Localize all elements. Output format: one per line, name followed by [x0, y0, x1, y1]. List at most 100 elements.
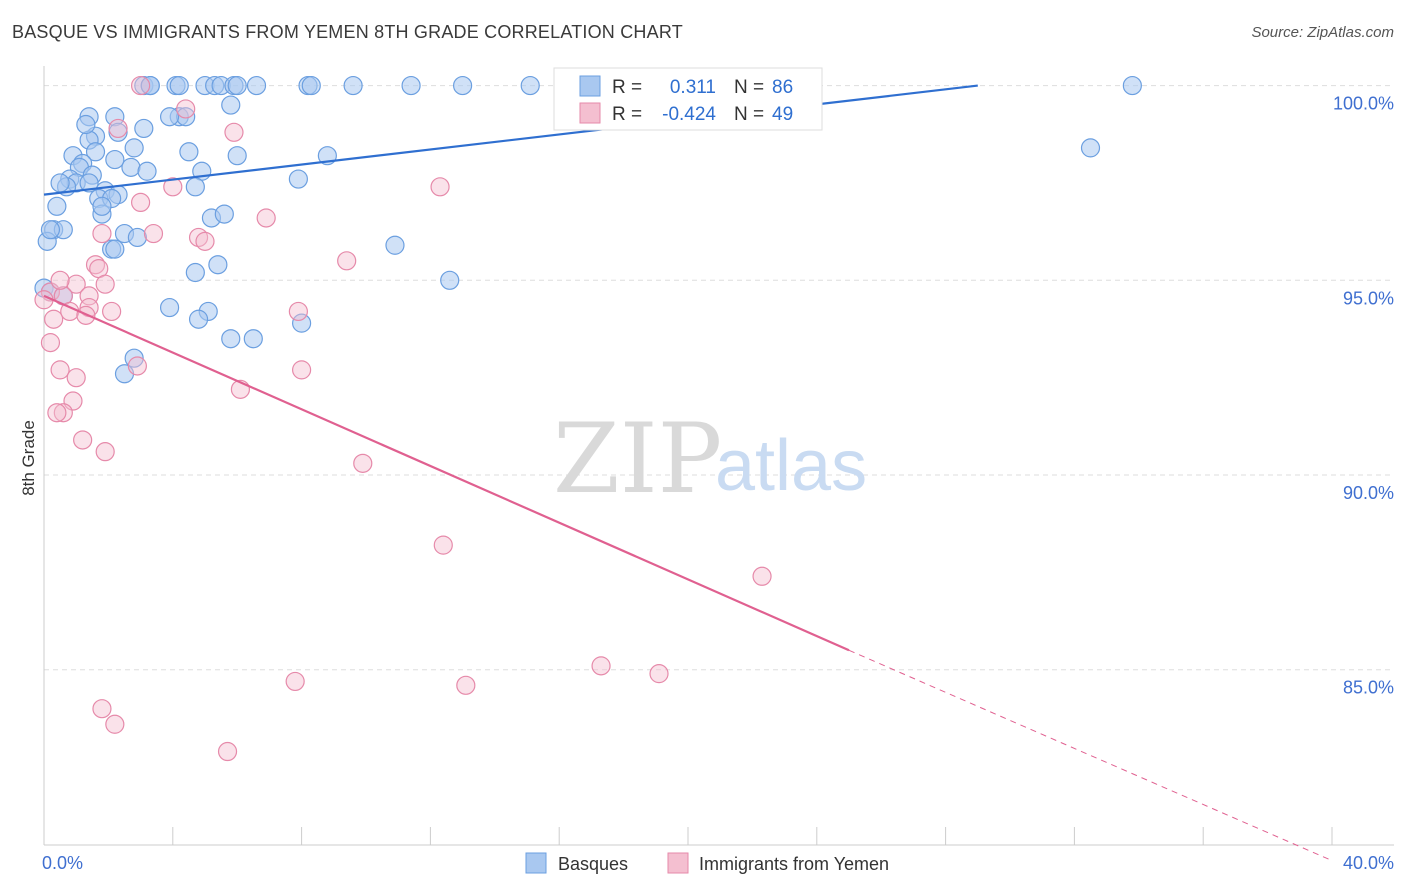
point-basques-9	[246, 75, 267, 96]
trend-line-yemen-extrapolated	[848, 649, 1333, 862]
point-basques-12	[343, 75, 363, 96]
point-yemen-39	[591, 656, 611, 676]
chart-title: BASQUE VS IMMIGRANTS FROM YEMEN 8TH GRAD…	[12, 22, 683, 42]
point-basques-58	[105, 239, 125, 259]
stats-swatch-pink	[579, 102, 601, 124]
point-basques-66	[159, 297, 180, 318]
point-basques-80	[105, 149, 125, 170]
point-basques-70	[221, 329, 241, 349]
point-yemen-45	[217, 741, 238, 762]
y-tick-label-3: 100.0%	[1333, 94, 1394, 114]
point-basques-60	[208, 255, 228, 275]
point-yemen-42	[456, 675, 476, 695]
point-basques-42	[288, 169, 308, 189]
stats-r-label-pink: R =	[612, 104, 642, 125]
stats-n-label-blue: N =	[734, 77, 764, 98]
point-basques-79	[50, 173, 70, 193]
point-basques-43	[79, 173, 99, 193]
point-yemen-35	[95, 442, 115, 462]
point-basques-69	[292, 313, 312, 333]
stats-r-value-blue: 0.311	[670, 77, 716, 98]
point-yemen-21	[102, 301, 122, 322]
point-yemen-40	[649, 664, 669, 684]
stats-box: R = 0.311 N = 86 R = -0.424 N = 49	[553, 67, 823, 131]
point-yemen-43	[92, 699, 112, 719]
point-yemen-26	[127, 356, 147, 376]
point-yemen-6	[430, 177, 450, 197]
x-tick-label-1: 40.0%	[1343, 853, 1394, 873]
point-yemen-37	[433, 535, 453, 555]
point-yemen-2	[108, 118, 128, 139]
point-basques-32	[85, 142, 106, 162]
point-yemen-1	[176, 99, 196, 119]
stats-r-value-pink: -0.424	[662, 104, 716, 125]
point-yemen-36	[353, 453, 373, 473]
tick-labels: 85.0% 90.0% 95.0% 100.0% 0.0% 40.0%	[42, 94, 1394, 873]
legend: Basques Immigrants from Yemen	[525, 852, 889, 874]
point-yemen-24	[44, 309, 64, 329]
point-basques-62	[440, 270, 460, 290]
point-yemen-33	[47, 403, 67, 423]
stats-n-value-pink: 49	[772, 104, 793, 125]
point-basques-18	[221, 95, 241, 115]
stats-n-value-blue: 86	[772, 77, 793, 98]
y-tick-label-2: 95.0%	[1343, 288, 1394, 308]
series-yemen-points	[34, 75, 772, 762]
source-note: Source: ZipAtlas.com	[1251, 24, 1394, 41]
point-basques-23	[134, 118, 154, 139]
grid-lines	[44, 85, 1394, 671]
point-yemen-27	[292, 360, 312, 380]
point-yemen-4	[131, 192, 151, 213]
point-basques-17	[520, 75, 540, 96]
point-yemen-16	[66, 274, 86, 294]
point-basques-56	[127, 227, 147, 248]
point-basques-75	[40, 220, 61, 240]
point-basques-8	[227, 75, 247, 96]
point-basques-52	[214, 204, 234, 224]
point-basques-76	[76, 114, 96, 135]
point-yemen-32	[53, 403, 73, 423]
point-basques-78	[159, 107, 180, 127]
y-axis-label: 8th Grade	[19, 420, 38, 496]
point-yemen-29	[66, 368, 86, 388]
point-yemen-38	[752, 566, 772, 586]
x-tick-label-0: 0.0%	[42, 853, 83, 873]
point-basques-81	[92, 196, 112, 216]
point-yemen-11	[195, 231, 215, 251]
point-basques-71	[243, 329, 263, 349]
point-basques-15	[1122, 75, 1142, 96]
legend-label-yemen: Immigrants from Yemen	[699, 854, 889, 874]
point-basques-61	[185, 262, 205, 283]
point-yemen-28	[50, 360, 70, 380]
point-yemen-5	[163, 177, 183, 197]
point-yemen-3	[224, 122, 244, 142]
y-tick-label-0: 85.0%	[1343, 678, 1394, 698]
point-basques-37	[137, 161, 157, 181]
legend-swatch-basques	[525, 852, 547, 874]
point-basques-14	[453, 75, 473, 96]
point-yemen-41	[285, 671, 305, 692]
point-basques-27	[124, 138, 144, 158]
point-yemen-34	[73, 430, 93, 450]
point-basques-47	[185, 177, 205, 197]
series-basques-points	[34, 75, 1142, 384]
watermark-zip: ZIP	[553, 403, 722, 515]
point-basques-36	[121, 157, 141, 177]
legend-label-basques: Basques	[558, 854, 628, 874]
watermark-atlas: atlas	[715, 426, 867, 506]
point-yemen-9	[143, 223, 164, 244]
trend-line-yemen	[43, 294, 850, 652]
axes	[43, 66, 1394, 846]
point-basques-28	[179, 142, 199, 162]
point-yemen-15	[95, 274, 115, 294]
stats-swatch-blue	[579, 75, 601, 97]
legend-swatch-yemen	[667, 852, 689, 874]
point-yemen-48	[50, 270, 70, 290]
point-yemen-25	[40, 333, 61, 353]
point-basques-3	[169, 75, 189, 96]
point-basques-16	[140, 75, 160, 96]
y-tick-label-1: 90.0%	[1343, 483, 1394, 503]
stats-n-label-pink: N =	[734, 104, 764, 125]
point-basques-13	[401, 75, 421, 96]
